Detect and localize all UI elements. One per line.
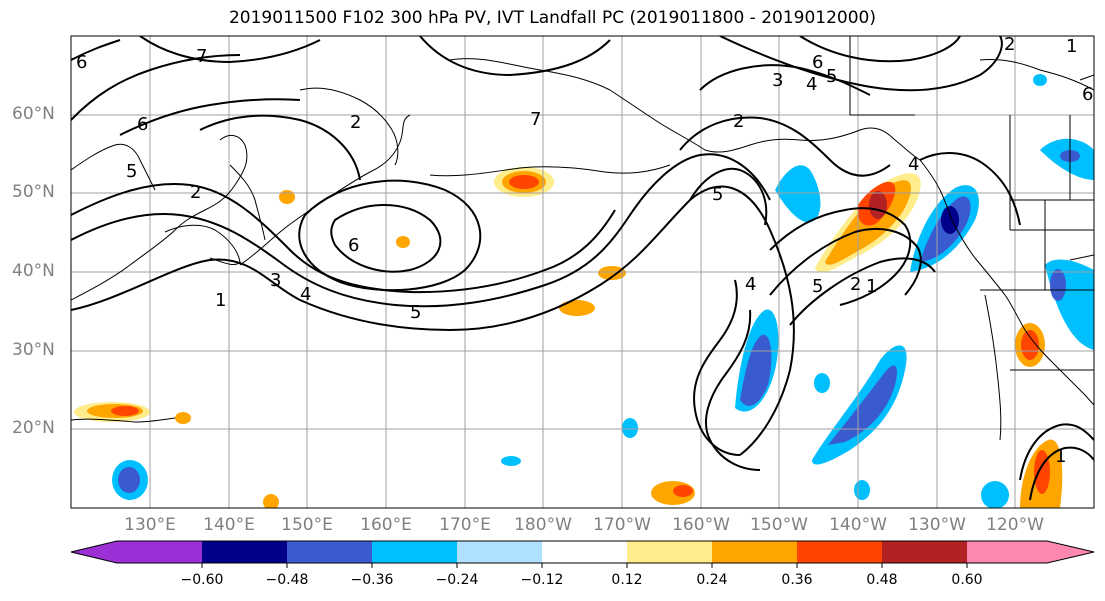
contour-label: 2 [733,111,744,132]
lat-label: 60°N [12,104,55,124]
lon-label: 170°W [593,515,651,535]
colorbar-tick-label: 0.36 [781,572,813,588]
contour-label: 1 [1055,446,1066,467]
contour-labels: 7 6 6 5 2 2 7 6 5 4 3 1 5 4 2 3 4 5 6 5 … [76,34,1093,467]
political-boundaries [849,36,1094,371]
lon-label: 130°W [908,515,966,535]
colorbar-tick-label: −0.12 [520,572,564,588]
contour-label: 5 [126,161,137,182]
colorbar-tick-label: −0.48 [265,572,309,588]
lon-label: 150°E [281,515,333,535]
contour-label: 2 [190,182,201,203]
lon-label: 160°W [672,515,730,535]
contour-label: 3 [772,70,783,91]
lat-label: 20°N [12,418,55,438]
colorbar-tick-label: 0.24 [696,572,728,588]
colorbar-tick-label: 0.60 [951,572,983,588]
contour-label: 5 [812,276,823,297]
lon-label: 140°E [203,515,255,535]
colorbar-bin [542,541,627,563]
contour-label: 3 [270,270,281,291]
colorbar-bin [712,541,797,563]
contour-label: 1 [215,290,226,311]
map-title: 2019011500 F102 300 hPa PV, IVT Landfall… [228,8,876,28]
contour-label: 6 [348,235,359,256]
contour-label: 6 [76,52,87,73]
contour-label: 7 [530,109,541,130]
contour-label: 2 [1004,34,1015,55]
lon-label: 140°W [829,515,887,535]
lon-label: 180°W [514,515,572,535]
colorbar-bin [882,541,967,563]
lon-label: 120°W [986,515,1044,535]
colorbar-bin [117,541,202,563]
map-frame [70,35,1095,509]
contour-label: 1 [1066,36,1077,57]
lon-label: 150°W [750,515,808,535]
contour-label: 5 [826,66,837,87]
colorbar-extend-max [1047,541,1094,563]
colorbar-tick-label: −0.24 [435,572,479,588]
lon-label: 130°E [124,515,176,535]
colorbar [70,540,1095,568]
colorbar-tick-label: 0.12 [611,572,643,588]
lat-label: 50°N [12,182,55,202]
colorbar-bin [627,541,712,563]
colorbar-bin [202,541,287,563]
contour-label: 1 [866,276,877,297]
contour-label: 4 [806,74,817,95]
contour-label: 7 [196,46,207,67]
colorbar-tick-label: 0.48 [866,572,898,588]
colorbar-tick-label: −0.36 [350,572,394,588]
contour-label: 6 [812,52,823,73]
contour-label: 4 [908,154,919,175]
graticule [71,36,1094,508]
lon-label: 160°E [360,515,412,535]
colorbar-bin [287,541,372,563]
lat-label: 40°N [12,261,55,281]
coastlines [71,58,1094,441]
contour-label: 5 [410,302,421,323]
pv-contours [71,36,1094,501]
colorbar-bin [797,541,882,563]
lat-label: 30°N [12,340,55,360]
contour-label: 4 [745,274,756,295]
colorbar-bin [372,541,457,563]
contour-label: 6 [1082,84,1093,105]
ivt-positive-shading [74,167,1063,508]
contour-label: 4 [300,284,311,305]
contour-label: 5 [712,184,723,205]
colorbar-tick-label: −0.60 [180,572,224,588]
colorbar-bin [457,541,542,563]
contour-label: 2 [350,112,361,133]
contour-label: 2 [850,274,861,295]
contour-label: 6 [137,114,148,135]
lon-label: 170°E [439,515,491,535]
colorbar-extend-min [71,541,117,563]
colorbar-bin [967,541,1047,563]
